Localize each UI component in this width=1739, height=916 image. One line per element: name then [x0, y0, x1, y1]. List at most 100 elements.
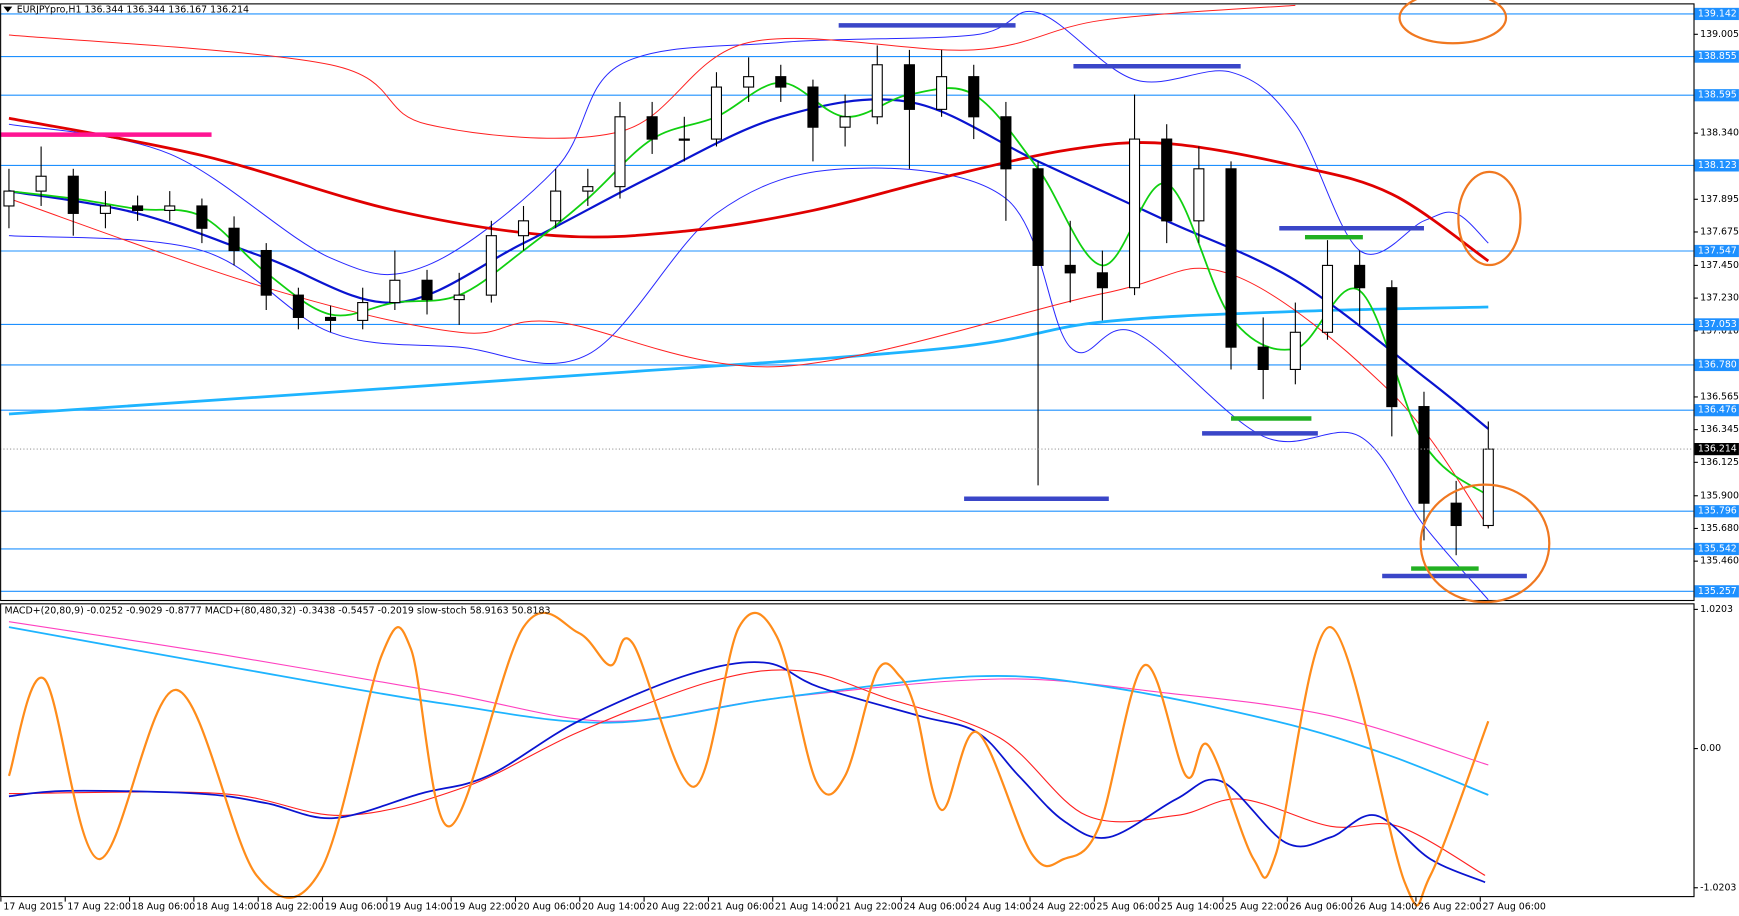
x-tick-label: 26 Aug 22:00: [1418, 902, 1481, 913]
x-tick-label: 19 Aug 06:00: [325, 902, 388, 913]
candle-body: [1257, 346, 1269, 370]
highlight-circle: [1419, 483, 1551, 604]
candle-body: [936, 76, 948, 110]
level-label: 137.547: [1698, 245, 1737, 256]
indicator-line: [8, 116, 1490, 263]
y-tick-label: 135.900: [1700, 490, 1739, 501]
last-price-label: 136.214: [1698, 444, 1737, 455]
indicator-line: [8, 669, 1486, 876]
plot-layer: [0, 4, 1694, 907]
candle-body: [1386, 287, 1398, 408]
candle-body: [968, 76, 980, 118]
x-tick-label: 18 Aug 06:00: [132, 902, 195, 913]
y-tick-label: 0.00: [1700, 743, 1721, 754]
candle-body: [775, 76, 787, 88]
level-box: [1694, 50, 1739, 63]
candle-body: [903, 64, 915, 110]
menu-arrow[interactable]: [3, 6, 13, 13]
candle-body: [389, 279, 401, 304]
candle-body: [485, 235, 497, 296]
level-label: 138.123: [1698, 160, 1737, 171]
sub-title: MACD+(20,80,9) -0.0252 -0.9029 -0.8777 M…: [5, 606, 551, 617]
y-tick-label: 139.005: [1700, 29, 1739, 40]
y-tick-label: 137.895: [1700, 194, 1739, 205]
indicator-line: [8, 167, 1489, 601]
level-box: [1694, 404, 1739, 417]
candle-body: [582, 186, 594, 192]
x-tick-label: 24 Aug 14:00: [968, 902, 1031, 913]
candle-body: [1482, 448, 1494, 527]
level-box: [1694, 542, 1739, 556]
indicator-line: [8, 661, 1486, 884]
x-tick-label: 25 Aug 14:00: [1161, 902, 1224, 913]
x-tick-label: 18 Aug 22:00: [260, 902, 323, 913]
level-box: [1694, 318, 1739, 331]
candle-body: [646, 116, 658, 140]
level-label: 137.053: [1698, 319, 1737, 330]
level-label: 139.142: [1698, 8, 1737, 19]
candle-body: [1000, 116, 1012, 170]
x-tick-label: 19 Aug 22:00: [453, 902, 516, 913]
level-box: [1694, 585, 1739, 598]
last-price-box: [1694, 443, 1739, 456]
candle-body: [228, 227, 240, 252]
candle-body: [678, 138, 690, 141]
x-tick-label: 25 Aug 06:00: [1097, 902, 1160, 913]
candle-body: [164, 205, 176, 211]
y-tick-label: 137.230: [1700, 293, 1739, 304]
level-box: [1694, 89, 1739, 102]
candle-body: [132, 205, 144, 211]
level-label: 138.595: [1698, 90, 1737, 101]
candle-body: [67, 175, 79, 214]
candle-body: [196, 205, 208, 229]
x-tick-label: 26 Aug 06:00: [1290, 902, 1353, 913]
y-tick-label: 135.460: [1700, 556, 1739, 567]
candle-body: [35, 175, 47, 192]
level-label: 135.796: [1698, 506, 1737, 517]
x-tick-label: 24 Aug 06:00: [904, 902, 967, 913]
candle-body: [1032, 168, 1044, 266]
highlight-circle: [1398, 0, 1508, 45]
candle-body: [1418, 406, 1430, 504]
x-tick-label: 26 Aug 14:00: [1354, 902, 1417, 913]
candle-body: [1321, 264, 1334, 333]
x-tick-label: 17 Aug 22:00: [67, 902, 130, 913]
y-tick-label: 136.345: [1700, 424, 1739, 435]
candle-body: [550, 190, 562, 222]
indicator-line: [8, 10, 1489, 276]
candle-body: [839, 116, 851, 128]
x-tick-label: 25 Aug 22:00: [1225, 902, 1288, 913]
candle-body: [743, 76, 755, 88]
level-box: [1694, 7, 1739, 21]
candle-body: [292, 294, 304, 318]
candle-body: [1289, 331, 1301, 370]
main-title: EURJPYpro,H1 136.344 136.344 136.167 136…: [17, 4, 249, 15]
y-tick-label: 136.565: [1700, 391, 1739, 402]
candle-body: [871, 64, 883, 118]
indicator-line: [8, 4, 1296, 139]
candle-body: [260, 249, 272, 296]
y-tick-label: 137.010: [1700, 325, 1739, 336]
y-tick-label: 138.340: [1700, 128, 1739, 139]
x-tick-label: 20 Aug 22:00: [646, 902, 709, 913]
candle-body: [325, 316, 337, 321]
candle-body: [1450, 502, 1462, 527]
candle-body: [1064, 264, 1076, 274]
level-label: 138.855: [1698, 51, 1737, 62]
y-tick-label: -1.0203: [1700, 882, 1736, 893]
y-tick-label: 137.675: [1700, 226, 1739, 237]
y-tick-label: 135.680: [1700, 523, 1739, 534]
candle-body: [1128, 138, 1141, 289]
candle-body: [1096, 272, 1108, 289]
y-tick-label: 1.0203: [1700, 604, 1733, 615]
y-tick-label: 136.125: [1700, 457, 1739, 468]
x-tick-label: 27 Aug 06:00: [1482, 902, 1545, 913]
candle-body: [421, 279, 433, 301]
level-box: [1694, 358, 1739, 372]
x-tick-label: 19 Aug 14:00: [389, 902, 452, 913]
